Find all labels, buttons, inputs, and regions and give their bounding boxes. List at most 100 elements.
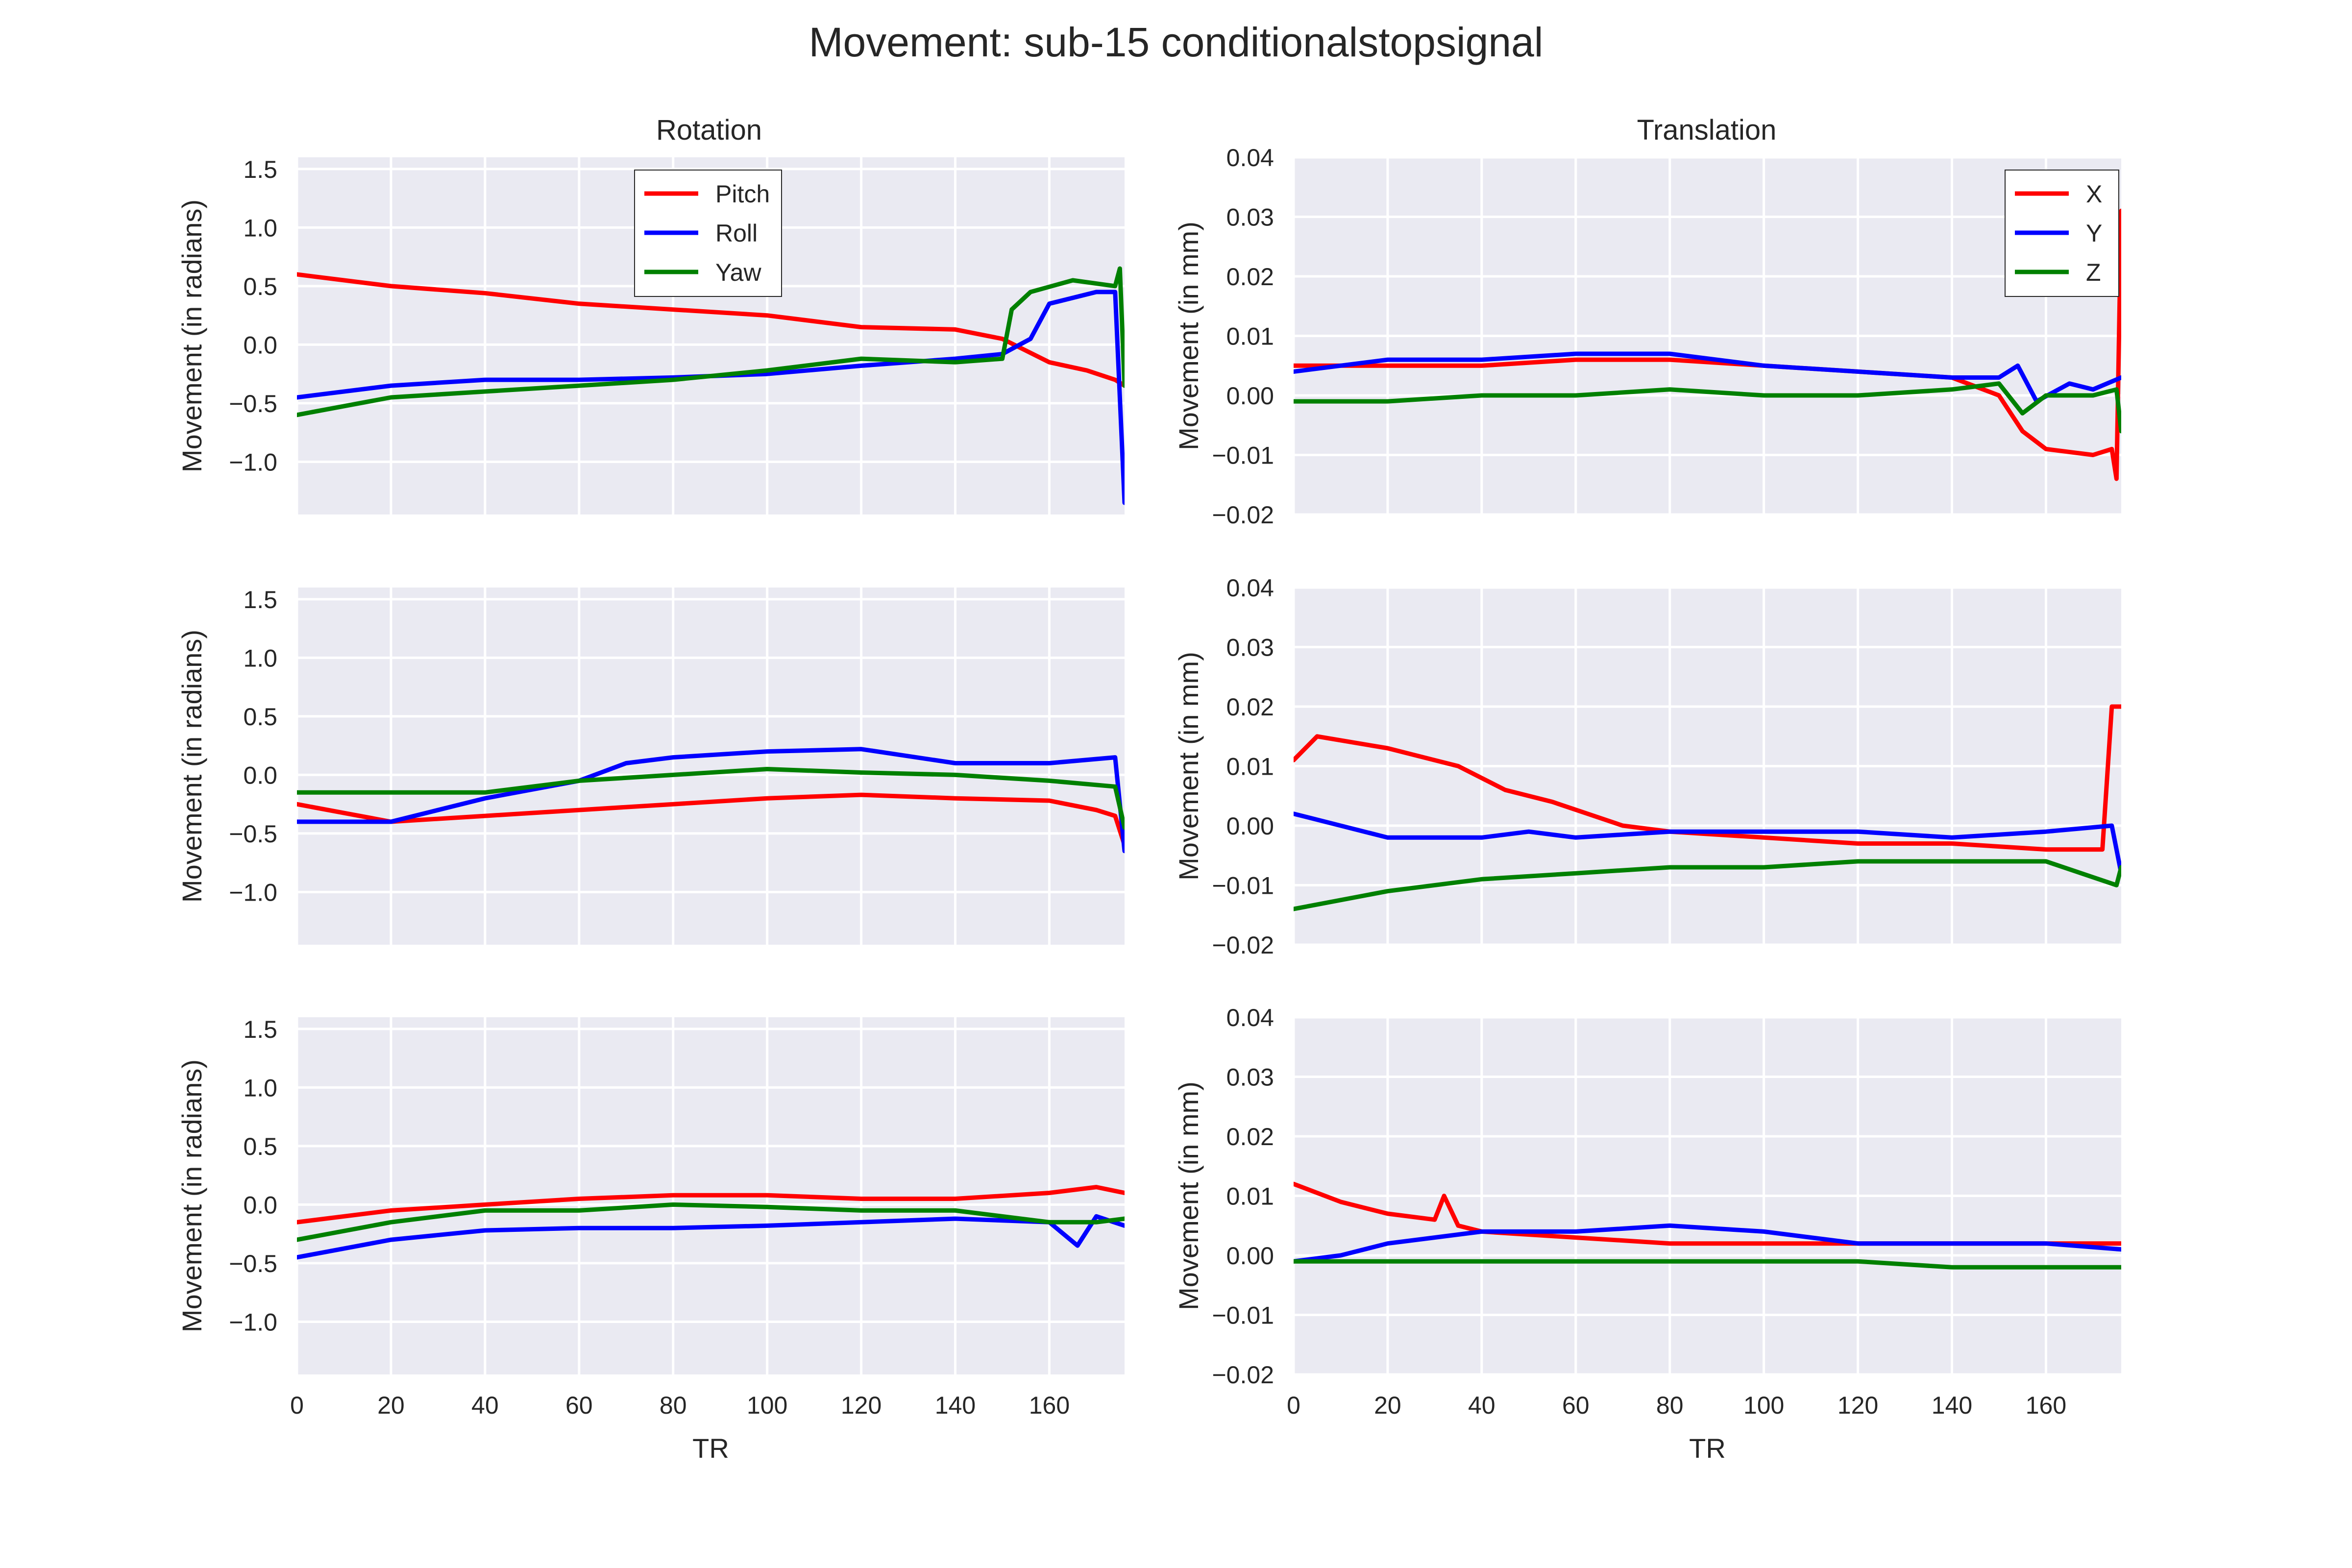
x-tick-label: 60 — [565, 1392, 593, 1419]
series-lines — [1294, 704, 2121, 911]
y-tick-label: 0.00 — [1226, 1242, 1274, 1270]
x-tick-label: 120 — [1838, 1392, 1878, 1419]
series-line-3 — [1294, 1259, 2121, 1270]
x-axis-label: TR — [692, 1433, 729, 1464]
legend-label-pitch: Pitch — [715, 180, 770, 208]
series-line-3 — [1294, 859, 2121, 911]
y-axis-label: Movement (in radians) — [176, 199, 207, 472]
x-tick-label: 100 — [1743, 1392, 1784, 1419]
x-tick-label: 20 — [1374, 1392, 1401, 1419]
y-tick-label: 0.0 — [243, 331, 277, 359]
y-tick-label: 1.0 — [243, 644, 277, 672]
y-tick-label: −0.02 — [1212, 931, 1274, 959]
y-tick-label: −0.5 — [229, 390, 277, 417]
panels: −1.0 −0.5 0.0 0.5 1.0 1.5 Movement (in radians… — [176, 144, 2121, 1464]
x-tick-label: 140 — [935, 1392, 976, 1419]
legend-label-z: Z — [2086, 259, 2101, 286]
y-tick-label: 0.01 — [1226, 1183, 1274, 1210]
panel-translation-1: −0.02 −0.01 0.00 0.01 0.02 0.03 0.04 Movement (… — [1173, 144, 2121, 529]
series-lines — [297, 1185, 1125, 1260]
x-tick-label: 40 — [1468, 1392, 1495, 1419]
x-tick-label: 20 — [377, 1392, 405, 1419]
column-title-rotation: Rotation — [656, 114, 762, 146]
series-line-2 — [297, 747, 1125, 854]
x-tick-label: 120 — [841, 1392, 882, 1419]
y-tick-label: 0.0 — [243, 1191, 277, 1219]
legend-label-yaw: Yaw — [715, 259, 761, 286]
series-line-pitch — [297, 272, 1125, 388]
y-tick-label: −1.0 — [229, 448, 277, 476]
y-axis-label: Movement (in radians) — [176, 1059, 207, 1332]
y-tick-label: 1.0 — [243, 214, 277, 242]
x-tick-label: 80 — [660, 1392, 687, 1419]
y-tick-label: 0.5 — [243, 273, 277, 300]
x-tick-label: 40 — [471, 1392, 499, 1419]
y-tick-label: 0.03 — [1226, 204, 1274, 231]
series-line-3 — [297, 1202, 1125, 1242]
y-tick-label: 0.04 — [1226, 1004, 1274, 1031]
y-axis-label: Movement (in mm) — [1173, 221, 1204, 450]
series-lines — [297, 266, 1125, 505]
series-lines — [1294, 208, 2121, 481]
y-tick-label: 0.01 — [1226, 753, 1274, 781]
series-line-1 — [297, 792, 1125, 848]
panel-rotation-2: −1.0 −0.5 0.0 0.5 1.0 1.5 Movement (in radians… — [176, 586, 1125, 945]
figure-title: Movement: sub-15 conditionalstopsignal — [809, 19, 1544, 65]
y-tick-label: −1.0 — [229, 879, 277, 906]
legend-label-y: Y — [2086, 220, 2102, 247]
x-axis-label: TR — [1689, 1433, 1726, 1464]
panel-rotation-1: −1.0 −0.5 0.0 0.5 1.0 1.5 Movement (in radians… — [176, 156, 1125, 514]
y-tick-label: 0.00 — [1226, 812, 1274, 840]
y-tick-label: 1.5 — [243, 586, 277, 613]
x-tick-label: 160 — [1029, 1392, 1070, 1419]
series-line-z — [1294, 381, 2121, 434]
x-tick-label: 0 — [1287, 1392, 1300, 1419]
series-lines — [297, 747, 1125, 854]
series-line-y — [1294, 351, 2121, 404]
y-tick-label: 0.0 — [243, 761, 277, 789]
y-tick-label: 0.03 — [1226, 634, 1274, 662]
y-tick-label: 0.04 — [1226, 144, 1274, 172]
legend-label-roll: Roll — [715, 220, 758, 247]
x-tick-label: 100 — [747, 1392, 787, 1419]
series-lines — [1294, 1181, 2121, 1270]
series-line-yaw — [297, 266, 1125, 417]
y-tick-label: −0.01 — [1212, 442, 1274, 469]
series-line-2 — [297, 1214, 1125, 1260]
series-line-2 — [1294, 1223, 2121, 1264]
y-tick-label: 0.00 — [1226, 382, 1274, 410]
x-tick-label: 60 — [1562, 1392, 1590, 1419]
y-tick-label: 0.01 — [1226, 323, 1274, 350]
panel-translation-3: −0.02 −0.01 0.00 0.01 0.02 0.03 0.04 0 20 40 60 80 1… — [1173, 1004, 2121, 1464]
plot-area — [297, 588, 1125, 945]
y-tick-label: 0.5 — [243, 703, 277, 731]
y-tick-label: 0.02 — [1226, 263, 1274, 291]
series-line-2 — [1294, 811, 2121, 876]
series-line-3 — [297, 767, 1125, 830]
y-tick-label: 0.5 — [243, 1133, 277, 1160]
y-tick-label: −0.02 — [1212, 1361, 1274, 1389]
y-tick-label: 1.0 — [243, 1074, 277, 1102]
legend: Pitch Roll Yaw — [634, 170, 782, 297]
y-tick-label: −1.0 — [229, 1308, 277, 1336]
y-axis-label: Movement (in mm) — [1173, 1081, 1204, 1310]
y-tick-label: 1.5 — [243, 1016, 277, 1043]
y-tick-label: 0.02 — [1226, 693, 1274, 721]
panel-rotation-3: −1.0 −0.5 0.0 0.5 1.0 1.5 0 20 40 60 80 100 120 140 16… — [176, 1016, 1125, 1464]
y-tick-label: −0.5 — [229, 1250, 277, 1277]
x-tick-label: 160 — [2026, 1392, 2066, 1419]
column-title-translation: Translation — [1637, 114, 1777, 146]
y-tick-label: −0.01 — [1212, 872, 1274, 900]
y-tick-label: 0.04 — [1226, 574, 1274, 602]
y-tick-label: −0.5 — [229, 820, 277, 848]
x-tick-label: 140 — [1932, 1392, 1972, 1419]
y-tick-label: 1.5 — [243, 156, 277, 183]
x-tick-label: 0 — [290, 1392, 304, 1419]
panel-translation-2: −0.02 −0.01 0.00 0.01 0.02 0.03 0.04 Movement (… — [1173, 574, 2121, 959]
legend: XYZ — [2005, 170, 2119, 297]
series-line-1 — [297, 1185, 1125, 1225]
y-tick-label: 0.03 — [1226, 1064, 1274, 1091]
y-axis-label: Movement (in radians) — [176, 630, 207, 903]
y-tick-label: −0.02 — [1212, 501, 1274, 529]
y-axis-label: Movement (in mm) — [1173, 652, 1204, 881]
